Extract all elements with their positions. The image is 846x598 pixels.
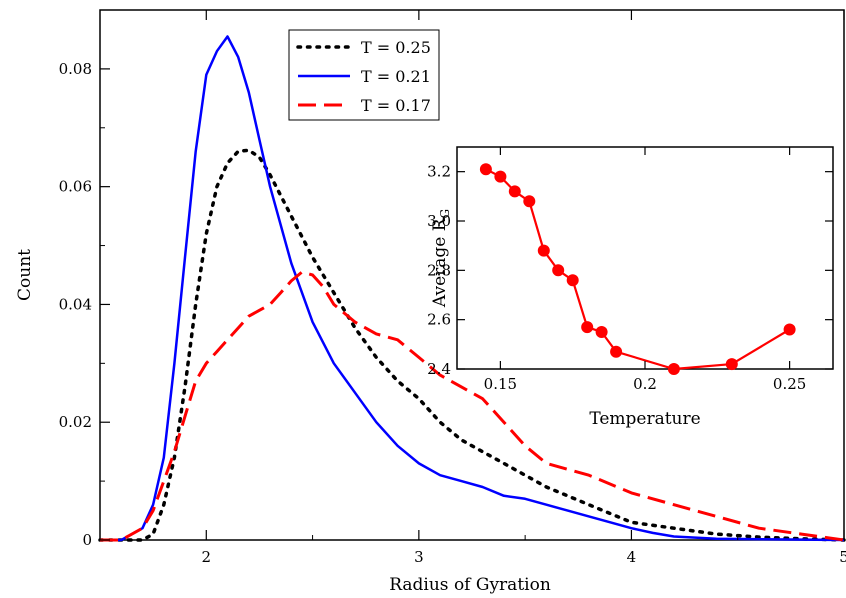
- inset-data-point: [494, 170, 507, 183]
- inset-y-tick-label: 3.2: [427, 163, 451, 181]
- inset-data-point: [523, 195, 536, 208]
- inset-data-point: [725, 358, 738, 371]
- x-axis-title: Radius of Gyration: [389, 575, 551, 595]
- inset-x-tick-label: 0.25: [773, 375, 806, 393]
- y-tick-label: 0.04: [59, 295, 92, 313]
- legend-label-2: T = 0.17: [361, 96, 431, 115]
- inset-y-tick-label: 2.6: [427, 311, 451, 329]
- inset-data-point: [566, 274, 579, 287]
- inset-data-point: [610, 345, 623, 358]
- y-axis-title: Count: [15, 249, 35, 301]
- x-tick-label: 5: [839, 548, 846, 566]
- inset-plot-frame: [456, 146, 834, 370]
- inset-series-group: [479, 163, 796, 375]
- inset-axis-ticks: 0.15 0.2 0.25 2.4 2.6 2.8 3.0 3.2: [427, 147, 833, 393]
- inset-data-point: [595, 326, 608, 338]
- inset-y-axis-title: Average RG: [430, 209, 452, 308]
- inset-data-point: [667, 363, 680, 375]
- y-tick-label: 0: [82, 531, 92, 549]
- main-series-group: [98, 35, 846, 542]
- inset-data-point: [552, 264, 565, 277]
- inset-data-point: [537, 244, 550, 257]
- main-plot-frame: [99, 9, 845, 541]
- inset-data-point: [783, 323, 796, 336]
- series-line-2: [100, 270, 845, 542]
- series-line-0: [98, 148, 846, 542]
- x-tick-label: 3: [414, 548, 424, 566]
- series-line-1: [100, 35, 845, 542]
- inset-y-tick-label: 2.4: [427, 360, 451, 378]
- inset-x-tick-label: 0.15: [484, 375, 517, 393]
- inset-y-tick-label: 3.0: [427, 212, 451, 230]
- inset-data-point: [508, 185, 521, 198]
- inset-y-tick-label: 2.8: [427, 261, 451, 279]
- x-tick-label: 4: [627, 548, 637, 566]
- legend: T = 0.25 T = 0.21 T = 0.17: [288, 29, 440, 121]
- legend-label-1: T = 0.21: [361, 67, 431, 86]
- inset-x-tick-label: 0.2: [633, 375, 657, 393]
- inset-y-axis-title-main: Average R: [430, 217, 450, 308]
- inset-data-point: [581, 321, 594, 334]
- y-tick-label: 0.08: [59, 60, 92, 78]
- legend-label-0: T = 0.25: [361, 38, 431, 57]
- y-tick-label: 0.06: [59, 178, 92, 196]
- x-tick-label: 2: [202, 548, 212, 566]
- inset-y-axis-title-subscript: G: [438, 209, 452, 219]
- main-axis-ticks: 2 3 4 5 0 0.02 0.04 0.06 0.08: [59, 10, 846, 566]
- inset-x-axis-title: Temperature: [589, 409, 700, 429]
- inset-data-point: [479, 163, 492, 176]
- y-tick-label: 0.02: [59, 413, 92, 431]
